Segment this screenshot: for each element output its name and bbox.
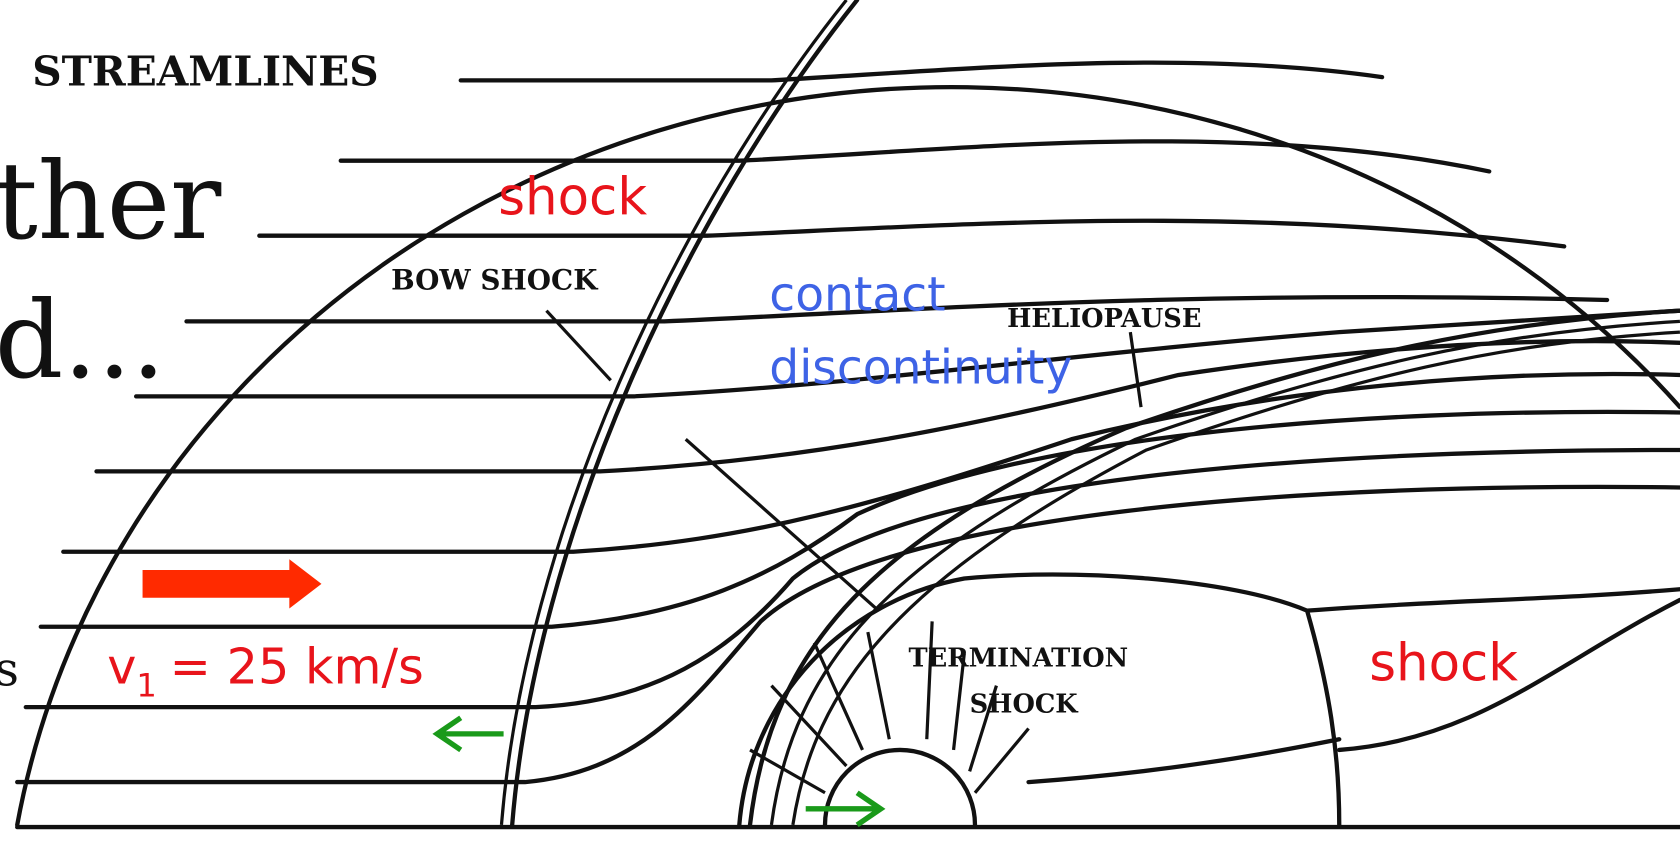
line <box>501 0 846 825</box>
velocity-subscript: 1 <box>136 666 156 704</box>
velocity-label: v1 = 25 km/s <box>107 638 424 705</box>
line <box>686 439 879 610</box>
green-arrow-left <box>437 718 503 750</box>
heliopause-label: HELIOPAUSE <box>1007 304 1201 334</box>
termination-label: TERMINATION <box>909 643 1129 673</box>
title: STREAMLINES <box>32 48 378 96</box>
green-arrow-right <box>806 793 881 825</box>
page: STREAMLINES ther d... s shock BOW SHOCK … <box>0 0 1680 841</box>
contact-label: discontinuity <box>769 341 1072 396</box>
line <box>63 374 1680 552</box>
slide-fragment: d... <box>0 279 165 403</box>
bow-shock-label: BOW SHOCK <box>391 263 599 296</box>
line <box>1029 739 1340 782</box>
shock-label: shock <box>1369 633 1518 693</box>
line <box>825 750 975 825</box>
contact-label: contact <box>769 268 945 323</box>
slide-fragment: ther <box>0 140 222 264</box>
diagram: STREAMLINES ther d... s shock BOW SHOCK … <box>0 0 1680 841</box>
termination-label: SHOCK <box>970 689 1080 719</box>
line <box>1307 589 1680 610</box>
velocity-symbol: v <box>107 638 136 696</box>
velocity-text: = 25 km/s <box>170 638 424 696</box>
slide-fragment: s <box>0 643 19 698</box>
flow-arrow <box>143 559 322 608</box>
line <box>259 221 1564 247</box>
line <box>1130 332 1141 407</box>
line <box>461 63 1382 81</box>
shock-label: shock <box>498 167 647 227</box>
